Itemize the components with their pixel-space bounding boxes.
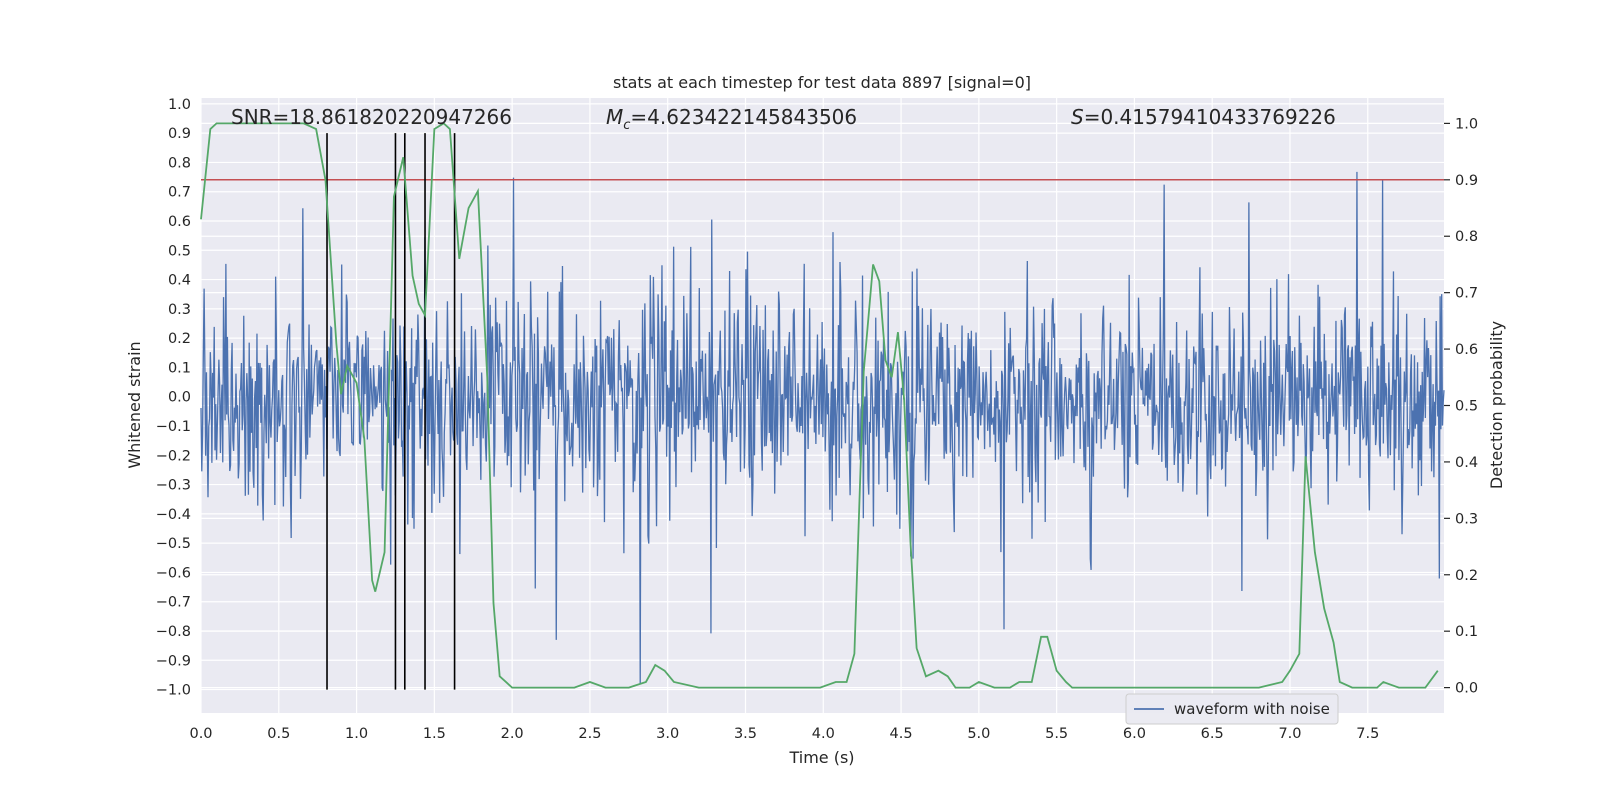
x-tick-label: 7.5	[1356, 726, 1379, 742]
probability-line	[200, 122, 1439, 689]
right-y-tick-label: 0.7	[1455, 286, 1478, 302]
x-tick-label: 2.5	[578, 726, 601, 742]
left-y-axis-ticks: 1.0 0.9 0.8 0.7 0.6 0.5 0.4 0.3 0.2 0.1 0.0 −0.1 −0.…	[156, 97, 191, 699]
x-tick-label: 5.5	[1045, 726, 1068, 742]
left-y-tick-label: −0.3	[156, 478, 191, 494]
x-tick-label: 1.5	[423, 726, 446, 742]
legend-box	[1125, 693, 1339, 725]
x-tick-label: 3.5	[734, 726, 757, 742]
right-y-tick-label: 0.3	[1455, 511, 1478, 527]
left-y-tick-label: −0.5	[156, 536, 191, 552]
left-y-tick-label: −0.4	[156, 507, 191, 523]
x-tick-label: 2.0	[501, 726, 524, 742]
left-y-tick-label: 0.4	[168, 273, 191, 289]
x-tick-label: 4.5	[890, 726, 913, 742]
x-tick-label: 3.0	[656, 726, 679, 742]
right-y-tick-label: 0.1	[1455, 624, 1478, 640]
x-tick-label: 0.0	[189, 726, 212, 742]
right-y-tick-label: 0.4	[1455, 455, 1478, 471]
right-y-axis-ticks: 1.0 0.9 0.8 0.7 0.6 0.5 0.4 0.3 0.2 0.1 0.0	[1444, 116, 1478, 697]
chirp-mass-annotation: Mc=4.623422145843506	[606, 105, 857, 133]
right-y-tick-label: 0.0	[1455, 681, 1478, 697]
right-y-axis-label: Detection probability	[1487, 321, 1506, 489]
right-y-tick-label: 0.5	[1455, 399, 1478, 415]
left-y-tick-label: 0.5	[168, 243, 191, 259]
left-y-tick-label: −0.9	[156, 653, 191, 669]
left-y-tick-label: 0.6	[168, 214, 191, 230]
left-y-tick-label: 1.0	[168, 97, 191, 113]
right-y-tick-label: 0.6	[1455, 342, 1478, 358]
left-y-tick-label: −0.1	[156, 419, 191, 435]
left-y-tick-label: 0.9	[168, 126, 191, 142]
right-y-tick-label: 0.8	[1455, 229, 1478, 245]
left-y-axis-label: Whitened strain	[125, 341, 144, 468]
left-y-tick-label: −1.0	[156, 683, 191, 699]
left-y-tick-label: 0.2	[168, 331, 191, 347]
x-tick-label: 1.0	[345, 726, 368, 742]
left-y-tick-label: 0.1	[168, 360, 191, 376]
left-y-tick-label: −0.8	[156, 624, 191, 640]
left-y-tick-label: −0.2	[156, 448, 191, 464]
right-y-tick-label: 0.9	[1455, 173, 1478, 189]
x-tick-label: 6.0	[1123, 726, 1146, 742]
left-y-tick-label: −0.6	[156, 565, 191, 581]
left-y-tick-label: 0.3	[168, 302, 191, 318]
left-y-tick-label: −0.7	[156, 595, 191, 611]
x-tick-label: 7.0	[1278, 726, 1301, 742]
chart-title: stats at each timestep for test data 889…	[613, 73, 1031, 92]
left-y-tick-label: 0.0	[168, 390, 191, 406]
vertical-markers	[326, 133, 456, 690]
right-y-tick-label: 1.0	[1455, 116, 1478, 132]
x-axis-label: Time (s)	[788, 748, 854, 767]
left-y-tick-label: 0.7	[168, 185, 191, 201]
legend: waveform with noise	[1125, 693, 1339, 725]
probability-series	[200, 122, 1439, 689]
x-tick-label: 4.0	[812, 726, 835, 742]
right-y-tick-label: 0.2	[1455, 568, 1478, 584]
snr-annotation: SNR=18.861820220947266	[231, 105, 512, 129]
score-annotation: S=0.41579410433769226	[1071, 105, 1336, 129]
x-tick-label: 5.0	[967, 726, 990, 742]
x-tick-label: 6.5	[1201, 726, 1224, 742]
x-axis-ticks: 0.0 0.5 1.0 1.5 2.0 2.5 3.0 3.5 4.0 4.5 5.0 5.5 6.0 6…	[189, 726, 1379, 742]
legend-label-waveform: waveform with noise	[1174, 700, 1330, 718]
waveform-series	[200, 171, 1445, 684]
waveform-line	[200, 171, 1445, 684]
left-y-tick-label: 0.8	[168, 155, 191, 171]
x-tick-label: 0.5	[267, 726, 290, 742]
